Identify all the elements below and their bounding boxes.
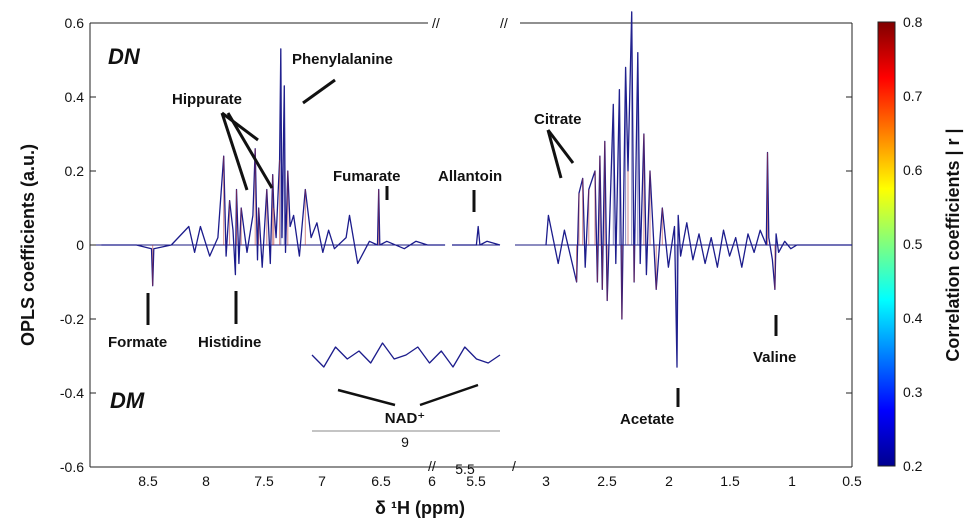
label-citrate: Citrate	[534, 111, 582, 128]
axis-break-top-1: //	[432, 15, 440, 31]
label-hippurate: Hippurate	[172, 91, 242, 108]
pointer-hippurate-3	[226, 112, 274, 189]
xtick-label: 5.5	[466, 473, 486, 489]
trace-allantoin	[452, 225, 501, 246]
y-axis-label: OPLS coefficients (a.u.)	[18, 144, 38, 346]
y-axis-ticks: 0.6 0.4 0.2 0 -0.2 -0.4 -0.6	[60, 15, 852, 475]
group-label-bottom: DM	[110, 388, 145, 413]
xtick-label: 7.5	[254, 473, 274, 489]
inset-tick-label: 9	[401, 434, 409, 450]
xtick-label: 2.5	[597, 473, 617, 489]
nad-pointer-left	[337, 388, 396, 407]
xtick-label: 1.5	[720, 473, 740, 489]
x-axis-label: δ ¹H (ppm)	[375, 498, 465, 518]
colorbar-tick: 0.8	[903, 14, 923, 30]
xtick-label: 8.5	[138, 473, 158, 489]
colorbar-tick: 0.2	[903, 458, 923, 474]
group-label-top: DN	[108, 44, 141, 69]
label-histidine: Histidine	[198, 334, 261, 351]
trace-aliphatic	[545, 11, 852, 368]
nad-inset: 9 NAD⁺	[311, 342, 501, 450]
colorbar-tick: 0.4	[903, 310, 923, 326]
xtick-label: 0.5	[842, 473, 862, 489]
colorbar: 0.8 0.7 0.6 0.5 0.4 0.3 0.2 Correlation …	[877, 14, 963, 474]
colorbar-tick: 0.6	[903, 162, 923, 178]
colorbar-tick: 0.5	[903, 236, 923, 252]
xtick-label: 6.5	[371, 473, 391, 489]
ytick-label: -0.2	[60, 311, 84, 327]
label-valine: Valine	[753, 349, 796, 366]
label-fumarate: Fumarate	[333, 168, 401, 185]
colorbar-label: Correlation coefficients | r |	[943, 128, 963, 361]
xtick-label: 2	[665, 473, 673, 489]
xtick-label: 7	[318, 473, 326, 489]
inset-label-nad: NAD⁺	[385, 410, 425, 427]
trace-inset_NAD	[311, 342, 501, 368]
label-allantoin: Allantoin	[438, 168, 502, 185]
spectrum-traces	[101, 11, 852, 368]
ytick-label: -0.6	[60, 459, 84, 475]
ytick-label: 0	[76, 237, 84, 253]
xtick-label: 6	[428, 473, 436, 489]
axis-break-bottom-1: //	[428, 458, 436, 474]
pointer-citrate-2	[546, 129, 563, 179]
pointer-hippurate-1	[221, 111, 259, 142]
xtick-label: 1	[788, 473, 796, 489]
ytick-label: 0.6	[65, 15, 85, 31]
metabolite-annotations: Phenylalanine Hippurate Fumarate Allanto…	[108, 51, 796, 428]
axis-break-top-2: //	[500, 15, 508, 31]
xtick-label: 5.5	[455, 461, 475, 477]
x-axis-ticks: 8.5 8 7.5 7 6.5 6 5.5 5.5 3 2.5 2 1.5 1 …	[138, 461, 862, 489]
label-acetate: Acetate	[620, 411, 674, 428]
inset-trace-group	[311, 342, 501, 368]
colorbar-tick: 0.3	[903, 384, 923, 400]
xtick-label: 3	[542, 473, 550, 489]
colorbar-tick: 0.7	[903, 88, 923, 104]
axis-break-bottom-2: /	[512, 458, 516, 474]
xtick-label: 8	[202, 473, 210, 489]
label-phenylalanine: Phenylalanine	[292, 51, 393, 68]
pointer-phenylalanine	[302, 78, 336, 105]
nad-pointer-right	[419, 383, 479, 407]
label-formate: Formate	[108, 334, 167, 351]
pointer-hippurate-2	[220, 112, 249, 191]
colorbar-gradient	[877, 21, 896, 467]
ytick-label: -0.4	[60, 385, 84, 401]
ytick-label: 0.4	[65, 89, 85, 105]
pointer-citrate-1	[546, 129, 575, 164]
ytick-label: 0.2	[65, 163, 85, 179]
